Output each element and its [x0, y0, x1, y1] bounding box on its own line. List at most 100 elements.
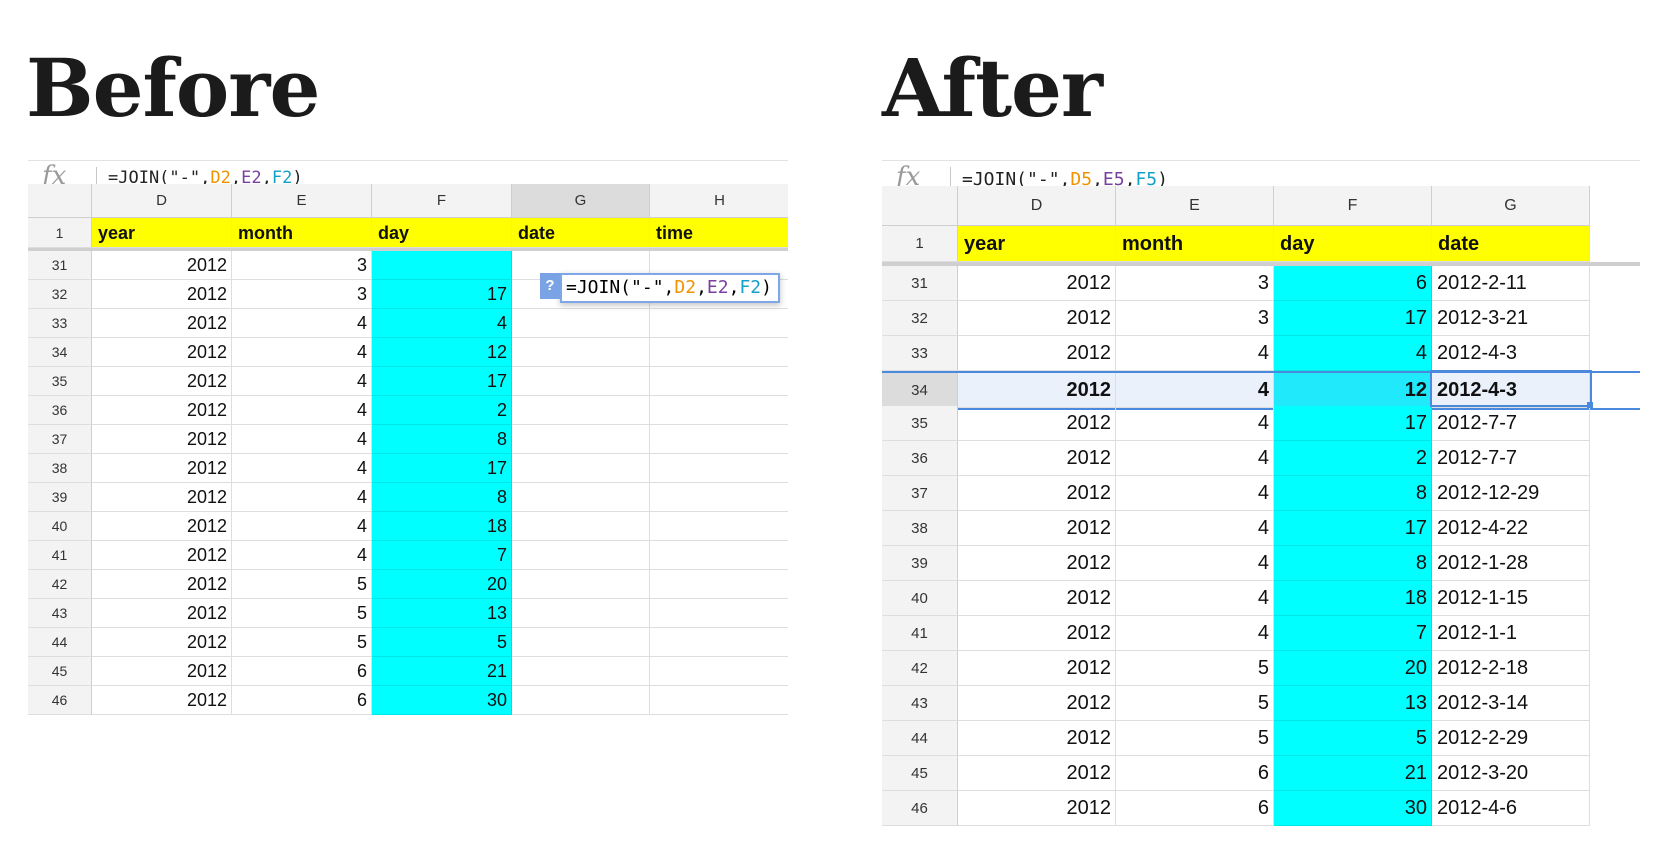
- row-number[interactable]: 1: [882, 226, 958, 262]
- cell-day[interactable]: 5: [1274, 721, 1432, 756]
- cell-year[interactable]: 2012: [958, 476, 1116, 511]
- cell-year[interactable]: 2012: [958, 301, 1116, 336]
- cell-year[interactable]: 2012: [958, 373, 1116, 408]
- cell-year[interactable]: 2012: [92, 686, 232, 715]
- cell-month[interactable]: 3: [232, 251, 372, 280]
- cell-year[interactable]: 2012: [92, 512, 232, 541]
- cell-empty[interactable]: [650, 541, 788, 570]
- cell-year[interactable]: 2012: [958, 511, 1116, 546]
- row-number[interactable]: 1: [28, 218, 92, 248]
- cell-month[interactable]: 6: [1116, 756, 1274, 791]
- header-cell-time[interactable]: time: [650, 218, 788, 248]
- cell-empty[interactable]: [650, 454, 788, 483]
- cell-day[interactable]: 6: [1274, 266, 1432, 301]
- row-number[interactable]: 41: [28, 541, 92, 570]
- cell-day[interactable]: 21: [1274, 756, 1432, 791]
- cell-day[interactable]: 8: [372, 483, 512, 512]
- cell-day[interactable]: 2: [372, 396, 512, 425]
- cell-empty[interactable]: [650, 599, 788, 628]
- cell-year[interactable]: 2012: [92, 628, 232, 657]
- cell-empty[interactable]: [650, 338, 788, 367]
- cell-date[interactable]: 2012-12-29: [1432, 476, 1590, 511]
- column-header-f[interactable]: F: [1274, 186, 1432, 226]
- select-all-corner[interactable]: [28, 184, 92, 218]
- cell-month[interactable]: 5: [1116, 721, 1274, 756]
- cell-day[interactable]: 8: [1274, 546, 1432, 581]
- cell-day[interactable]: 21: [372, 657, 512, 686]
- cell-empty[interactable]: [650, 512, 788, 541]
- row-number[interactable]: 37: [882, 476, 958, 511]
- cell-date[interactable]: 2012-1-15: [1432, 581, 1590, 616]
- cell-year[interactable]: 2012: [92, 425, 232, 454]
- cell-month[interactable]: 4: [232, 338, 372, 367]
- help-icon[interactable]: ?: [540, 273, 560, 299]
- cell-month[interactable]: 4: [232, 454, 372, 483]
- cell-day[interactable]: 17: [1274, 301, 1432, 336]
- cell-year[interactable]: 2012: [958, 336, 1116, 371]
- cell-empty[interactable]: [512, 483, 650, 512]
- cell-year[interactable]: 2012: [92, 657, 232, 686]
- cell-year[interactable]: 2012: [92, 454, 232, 483]
- cell-day[interactable]: 13: [372, 599, 512, 628]
- row-number[interactable]: 36: [28, 396, 92, 425]
- cell-empty[interactable]: [512, 570, 650, 599]
- cell-month[interactable]: 4: [232, 396, 372, 425]
- row-number[interactable]: 46: [882, 791, 958, 826]
- cell-date[interactable]: 2012-3-14: [1432, 686, 1590, 721]
- row-number[interactable]: 42: [882, 651, 958, 686]
- cell-year[interactable]: 2012: [92, 541, 232, 570]
- cell-day[interactable]: 5: [372, 628, 512, 657]
- cell-year[interactable]: 2012: [958, 616, 1116, 651]
- cell-empty[interactable]: [650, 309, 788, 338]
- column-header-e[interactable]: E: [232, 184, 372, 218]
- cell-month[interactable]: 4: [232, 367, 372, 396]
- row-number[interactable]: 40: [28, 512, 92, 541]
- cell-month[interactable]: 4: [1116, 581, 1274, 616]
- cell-day[interactable]: 12: [1274, 373, 1432, 408]
- column-header-d[interactable]: D: [958, 186, 1116, 226]
- cell-year[interactable]: 2012: [92, 280, 232, 309]
- cell-day[interactable]: 18: [372, 512, 512, 541]
- column-header-f[interactable]: F: [372, 184, 512, 218]
- column-header-g[interactable]: G: [1432, 186, 1590, 226]
- cell-empty[interactable]: [512, 686, 650, 715]
- cell-date[interactable]: 2012-1-28: [1432, 546, 1590, 581]
- cell-empty[interactable]: [650, 367, 788, 396]
- cell-date[interactable]: 2012-4-22: [1432, 511, 1590, 546]
- cell-empty[interactable]: [650, 425, 788, 454]
- header-cell-day[interactable]: day: [1274, 226, 1432, 262]
- cell-month[interactable]: 4: [1116, 511, 1274, 546]
- header-cell-day[interactable]: day: [372, 218, 512, 248]
- column-header-h[interactable]: H: [650, 184, 788, 218]
- cell-day[interactable]: 17: [372, 280, 512, 309]
- header-cell-year[interactable]: year: [92, 218, 232, 248]
- row-number[interactable]: 34: [28, 338, 92, 367]
- header-cell-date[interactable]: date: [1432, 226, 1590, 262]
- cell-day[interactable]: 20: [372, 570, 512, 599]
- row-number[interactable]: 31: [28, 251, 92, 280]
- row-number[interactable]: 44: [28, 628, 92, 657]
- cell-day[interactable]: 12: [372, 338, 512, 367]
- cell-month[interactable]: 4: [232, 483, 372, 512]
- cell-month[interactable]: 5: [1116, 651, 1274, 686]
- column-header-g[interactable]: G: [512, 184, 650, 218]
- column-header-e[interactable]: E: [1116, 186, 1274, 226]
- row-number[interactable]: 32: [28, 280, 92, 309]
- cell-month[interactable]: 4: [1116, 406, 1274, 441]
- cell-date[interactable]: 2012-4-3: [1432, 373, 1590, 408]
- cell-day[interactable]: 13: [1274, 686, 1432, 721]
- cell-empty[interactable]: [650, 686, 788, 715]
- cell-month[interactable]: 3: [232, 280, 372, 309]
- cell-empty[interactable]: [512, 599, 650, 628]
- cell-month[interactable]: 4: [1116, 476, 1274, 511]
- cell-month[interactable]: 6: [232, 686, 372, 715]
- cell-empty[interactable]: [512, 309, 650, 338]
- cell-empty[interactable]: [512, 367, 650, 396]
- cell-day[interactable]: 4: [1274, 336, 1432, 371]
- cell-year[interactable]: 2012: [92, 338, 232, 367]
- cell-empty[interactable]: [650, 396, 788, 425]
- header-cell-month[interactable]: month: [232, 218, 372, 248]
- formula-input[interactable]: =JOIN("-",D5,E5,F5): [962, 169, 1168, 190]
- cell-day[interactable]: 7: [1274, 616, 1432, 651]
- row-number[interactable]: 35: [28, 367, 92, 396]
